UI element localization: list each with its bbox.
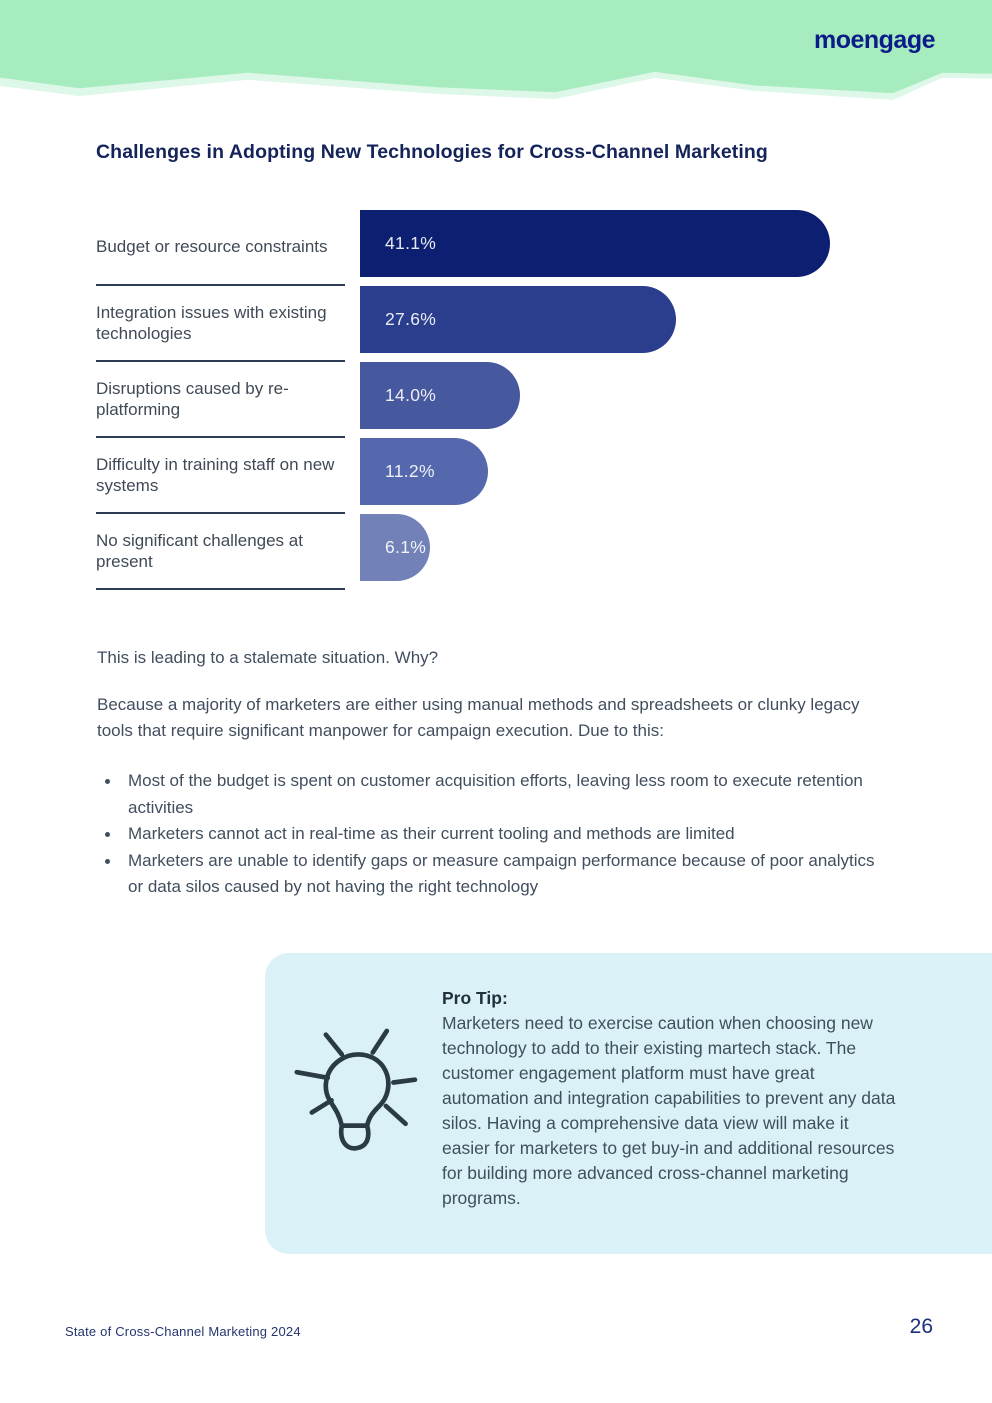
bar-value-label: 6.1% xyxy=(385,537,427,557)
bullet-item: Most of the budget is spent on customer … xyxy=(97,768,887,821)
header-band xyxy=(0,0,992,94)
page-title: Challenges in Adopting New Technologies … xyxy=(96,141,768,163)
pro-tip-content: Pro Tip: Marketers need to exercise caut… xyxy=(442,953,992,1254)
bar-chart: Budget or resource constraints 41.1% Int… xyxy=(96,210,896,590)
chart-row: Disruptions caused by re-platforming 14.… xyxy=(96,362,896,438)
category-label: Integration issues with existing technol… xyxy=(96,286,345,362)
bar: 11.2% xyxy=(360,438,488,505)
category-label: Difficulty in training staff on new syst… xyxy=(96,438,345,514)
pro-tip-icon-column xyxy=(265,953,442,1254)
pro-tip-text: Marketers need to exercise caution when … xyxy=(442,1013,896,1208)
bar-value-label: 14.0% xyxy=(385,385,437,405)
bar-value-label: 41.1% xyxy=(385,233,437,253)
bullet-item: Marketers are unable to identify gaps or… xyxy=(97,848,887,901)
category-label: Disruptions caused by re-platforming xyxy=(96,362,345,438)
lead-sentence: This is leading to a stalemate situation… xyxy=(97,648,439,667)
chart-row: Difficulty in training staff on new syst… xyxy=(96,438,896,514)
lightbulb-icon xyxy=(288,1015,420,1170)
chart-row: Integration issues with existing technol… xyxy=(96,286,896,362)
bullet-list: Most of the budget is spent on customer … xyxy=(97,768,887,901)
chart-row: Budget or resource constraints 41.1% xyxy=(96,210,896,286)
pro-tip-heading: Pro Tip: xyxy=(442,988,508,1008)
bar-value-label: 27.6% xyxy=(385,309,437,329)
body-paragraph: Because a majority of marketers are eith… xyxy=(97,695,860,740)
footer-report-name: State of Cross-Channel Marketing 2024 xyxy=(65,1324,301,1339)
chart-row: No significant challenges at present 6.1… xyxy=(96,514,896,590)
pro-tip-box: Pro Tip: Marketers need to exercise caut… xyxy=(265,953,992,1254)
category-label: Budget or resource constraints xyxy=(96,210,345,286)
bullet-item: Marketers cannot act in real-time as the… xyxy=(97,821,887,848)
bar: 41.1% xyxy=(360,210,830,277)
page-number: 26 xyxy=(909,1315,933,1338)
moengage-logo: moengage xyxy=(813,26,936,54)
bar: 6.1% xyxy=(360,514,430,581)
bar: 27.6% xyxy=(360,286,676,353)
bar: 14.0% xyxy=(360,362,520,429)
bar-value-label: 11.2% xyxy=(385,461,435,481)
category-label: No significant challenges at present xyxy=(96,514,345,590)
